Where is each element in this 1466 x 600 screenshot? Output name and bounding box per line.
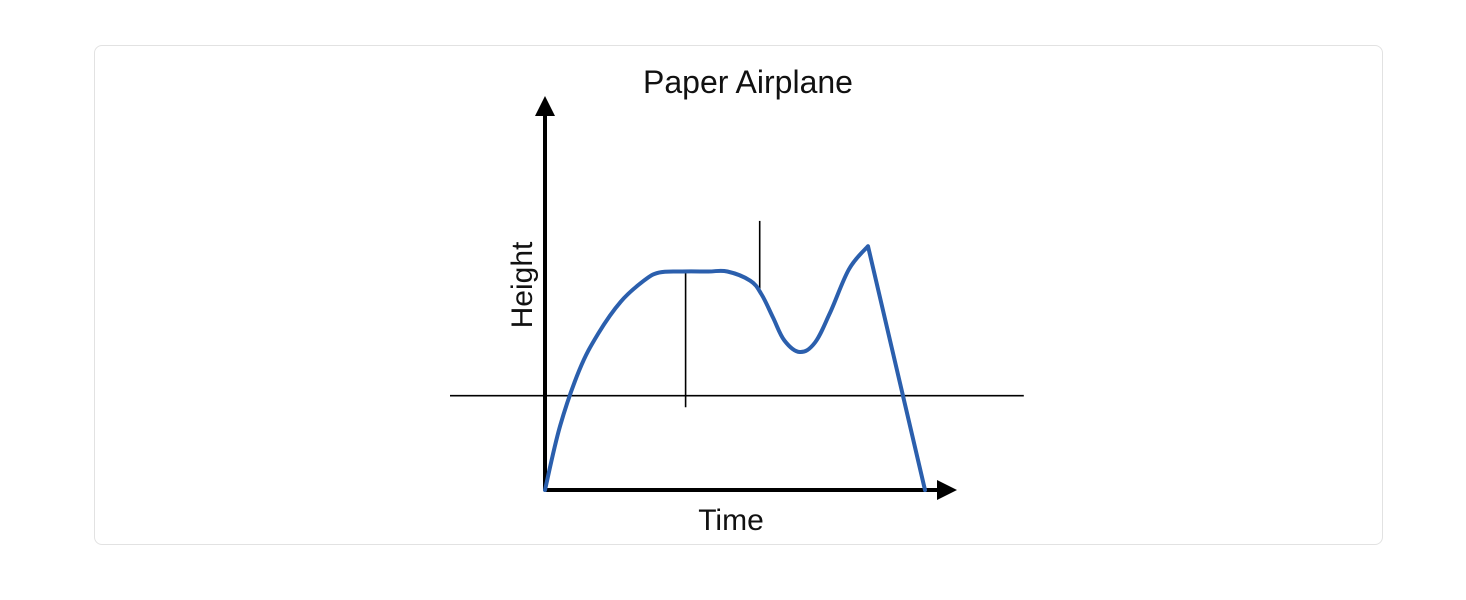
chart-card [94, 45, 1383, 545]
y-axis-label: Height [506, 241, 539, 328]
chart-title: Paper Airplane [643, 64, 853, 100]
y-axis-arrow [535, 96, 555, 116]
x-axis-arrow [937, 480, 957, 500]
series-layer [543, 244, 927, 492]
series-line-1 [543, 244, 927, 492]
x-axis-label: Time [698, 504, 764, 537]
axes [535, 96, 957, 500]
